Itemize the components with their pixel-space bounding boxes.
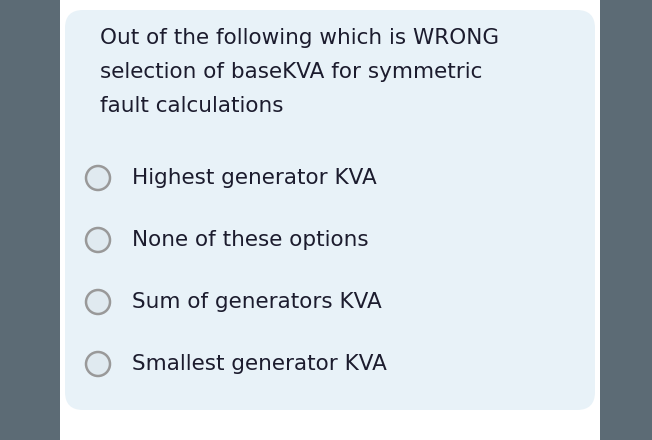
Text: Sum of generators KVA: Sum of generators KVA: [132, 292, 382, 312]
Text: Smallest generator KVA: Smallest generator KVA: [132, 354, 387, 374]
Ellipse shape: [86, 228, 110, 252]
Text: Out of the following which is WRONG: Out of the following which is WRONG: [100, 28, 499, 48]
Ellipse shape: [86, 352, 110, 376]
Text: fault calculations: fault calculations: [100, 96, 284, 116]
FancyBboxPatch shape: [65, 10, 595, 410]
Text: Highest generator KVA: Highest generator KVA: [132, 168, 377, 188]
Ellipse shape: [86, 166, 110, 190]
Ellipse shape: [86, 290, 110, 314]
Bar: [60, 0, 600, 440]
Text: None of these options: None of these options: [132, 230, 368, 250]
Text: selection of baseKVA for symmetric: selection of baseKVA for symmetric: [100, 62, 482, 82]
